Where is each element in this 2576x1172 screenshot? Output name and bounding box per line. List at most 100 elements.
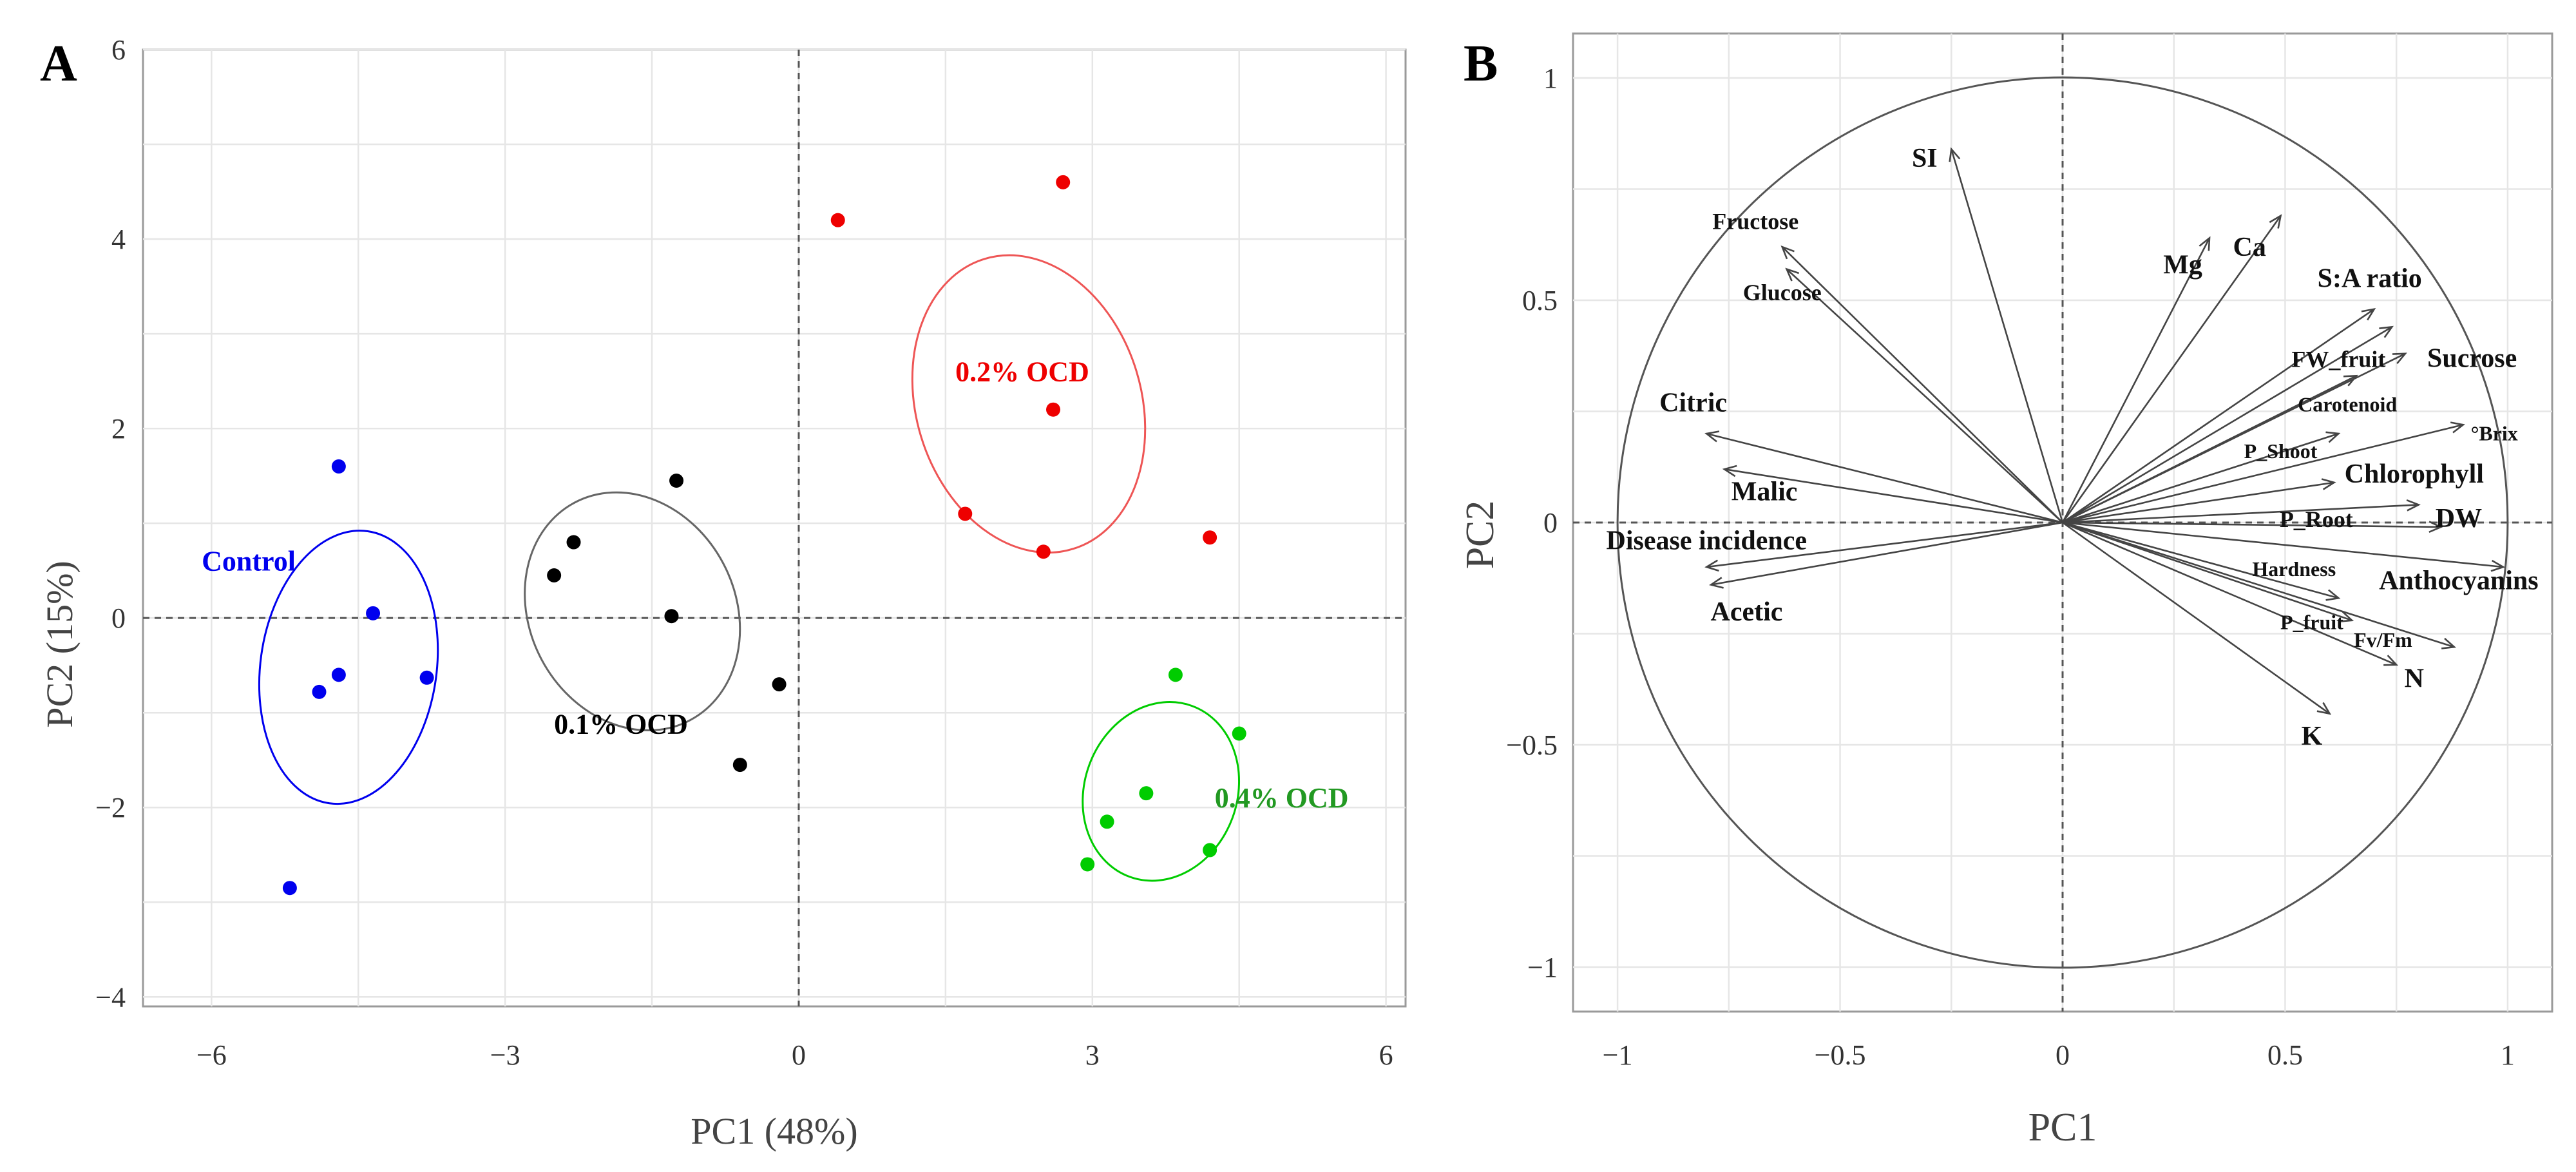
ellipse-0-1-ocd [524,491,741,732]
data-point-control [331,459,346,474]
variable-label-brix: °Brix [2471,421,2518,445]
data-point-0-1-ocd [772,677,787,692]
loading-vector-disease-incidence [1704,521,2063,572]
panel-a-group-labels: Control 0.1% OCD 0.2% OCD 0.4% OCD [202,356,1348,814]
panel-a-y-axis-label: PC2 (15%) [39,561,81,727]
loading-vector-dw [2062,521,2443,533]
data-point-0-4-ocd [1203,843,1217,858]
variable-label-mg: Mg [2163,251,2202,280]
panel-a-data-points [282,175,1246,896]
data-point-0-2-ocd [1056,175,1071,189]
y-tick-label: −4 [95,981,126,1013]
y-tick-label: 0 [1543,507,1558,539]
loading-vector-citric [1704,430,2063,524]
y-tick-label: 4 [111,224,126,255]
variable-label-sucrose: Sucrose [2427,344,2517,374]
data-point-0-1-ocd [669,473,684,488]
panel-letter-b: B [1464,35,1498,92]
variable-label-carotenoid: Carotenoid [2298,393,2397,416]
panel-a-x-axis-label: PC1 (48%) [691,1110,857,1152]
data-point-control [366,606,381,620]
variable-label-p-fruit: P_fruit [2280,611,2343,634]
loading-vector-p-root [2062,499,2421,524]
y-tick-label: 6 [111,34,126,66]
variable-label-citric: Citric [1659,389,1727,418]
y-tick-label: −1 [1527,952,1558,983]
panel-a-confidence-ellipses [258,254,1241,882]
panel-b-correlation-circle [1616,76,2509,969]
variable-label-anthocyanins: Anthocyanins [2379,566,2538,596]
group-label-0-4-ocd: 0.4% OCD [1215,782,1349,814]
panel-b-variable-labels: SI Fructose Glucose Mg Ca S:A ratio FW_fruit Su… [1607,144,2539,751]
variable-label-dw: DW [2436,504,2482,533]
variable-label-hardness: Hardness [2252,557,2336,581]
data-point-control [282,881,297,896]
group-label-0-1-ocd: 0.1% OCD [554,709,688,740]
variable-label-s-a-ratio: S:A ratio [2318,264,2422,293]
variable-label-si: SI [1912,144,1938,173]
x-tick-label: −1 [1603,1039,1633,1071]
unit-circle [1616,76,2509,969]
loading-vector-p-fruit [2062,521,2354,622]
loading-vector-k [2062,521,2332,715]
panel-a-score-plot: A Control 0.1% OCD 0.2% OCD 0.4% OCD −6 −3 0 3… [39,34,1407,1152]
loading-vector-s-a-ratio [2062,307,2376,524]
ellipse-control [258,530,439,805]
variable-label-n: N [2405,664,2424,693]
variable-label-fw-fruit: FW_fruit [2291,347,2385,372]
data-point-0-1-ocd [547,568,562,583]
panel-a-reference-lines [143,50,1406,1006]
data-point-0-4-ocd [1168,668,1183,682]
variable-label-glucose: Glucose [1743,280,1822,305]
data-point-0-2-ocd [1203,530,1217,545]
variable-label-k: K [2302,722,2323,751]
y-tick-label: −0.5 [1506,729,1558,761]
loading-vector-brix [2062,421,2465,524]
x-tick-label: 1 [2501,1039,2515,1071]
group-label-0-2-ocd: 0.2% OCD [955,356,1089,388]
panel-letter-a: A [40,35,77,92]
y-tick-label: 0 [111,602,126,634]
x-tick-label: −6 [196,1039,227,1071]
panel-b-x-tick-labels: −1 −0.5 0 0.5 1 [1603,1039,2515,1071]
panel-b-x-axis-label: PC1 [2028,1106,2097,1149]
data-point-0-4-ocd [1100,814,1114,829]
loading-vector-glucose [1785,267,2063,523]
variable-label-malic: Malic [1732,477,1798,507]
panel-a-x-tick-labels: −6 −3 0 3 6 [196,1039,1393,1071]
variable-label-fructose: Fructose [1712,209,1798,235]
variable-label-chlorophyll: Chlorophyll [2345,459,2484,489]
data-point-control [331,668,346,682]
y-tick-label: 2 [111,413,126,445]
panel-a-grid [143,48,1406,1006]
loading-vector-p-shoot [2062,431,2341,524]
variable-label-fv-fm: Fv/Fm [2354,628,2412,651]
group-label-control: Control [202,546,296,577]
x-tick-label: −0.5 [1815,1039,1866,1071]
x-tick-label: 6 [1379,1039,1393,1071]
data-point-0-4-ocd [1139,786,1154,801]
data-point-control [312,684,327,699]
ellipse-0-4-ocd [1082,701,1241,882]
loading-vector-malic [1722,465,2063,524]
variable-label-disease-incidence: Disease incidence [1607,526,1807,555]
x-tick-label: 0.5 [2267,1039,2303,1071]
ellipse-0-2-ocd [911,254,1147,554]
loading-vector-chlorophyll [2062,478,2336,524]
data-point-0-2-ocd [1046,402,1061,417]
panel-b-loading-plot: B SI Fructose Glucose Mg Ca S:A ratio FW_fruit… [1458,32,2553,1149]
variable-label-p-shoot: P_Shoot [2244,439,2318,463]
x-tick-label: 3 [1085,1039,1100,1071]
data-point-0-4-ocd [1080,857,1095,872]
loading-vector-n [2062,521,2457,649]
data-point-0-1-ocd [664,609,679,624]
y-tick-label: 1 [1543,62,1558,94]
x-tick-label: −3 [490,1039,520,1071]
data-point-0-4-ocd [1232,726,1246,741]
loading-vector-si [1949,147,2064,523]
panel-b-y-tick-labels: −1 −0.5 0 0.5 1 [1506,62,1558,983]
y-tick-label: 0.5 [1522,285,1558,316]
variable-label-p-root: P_Root [2280,506,2353,532]
data-point-0-2-ocd [958,506,973,521]
